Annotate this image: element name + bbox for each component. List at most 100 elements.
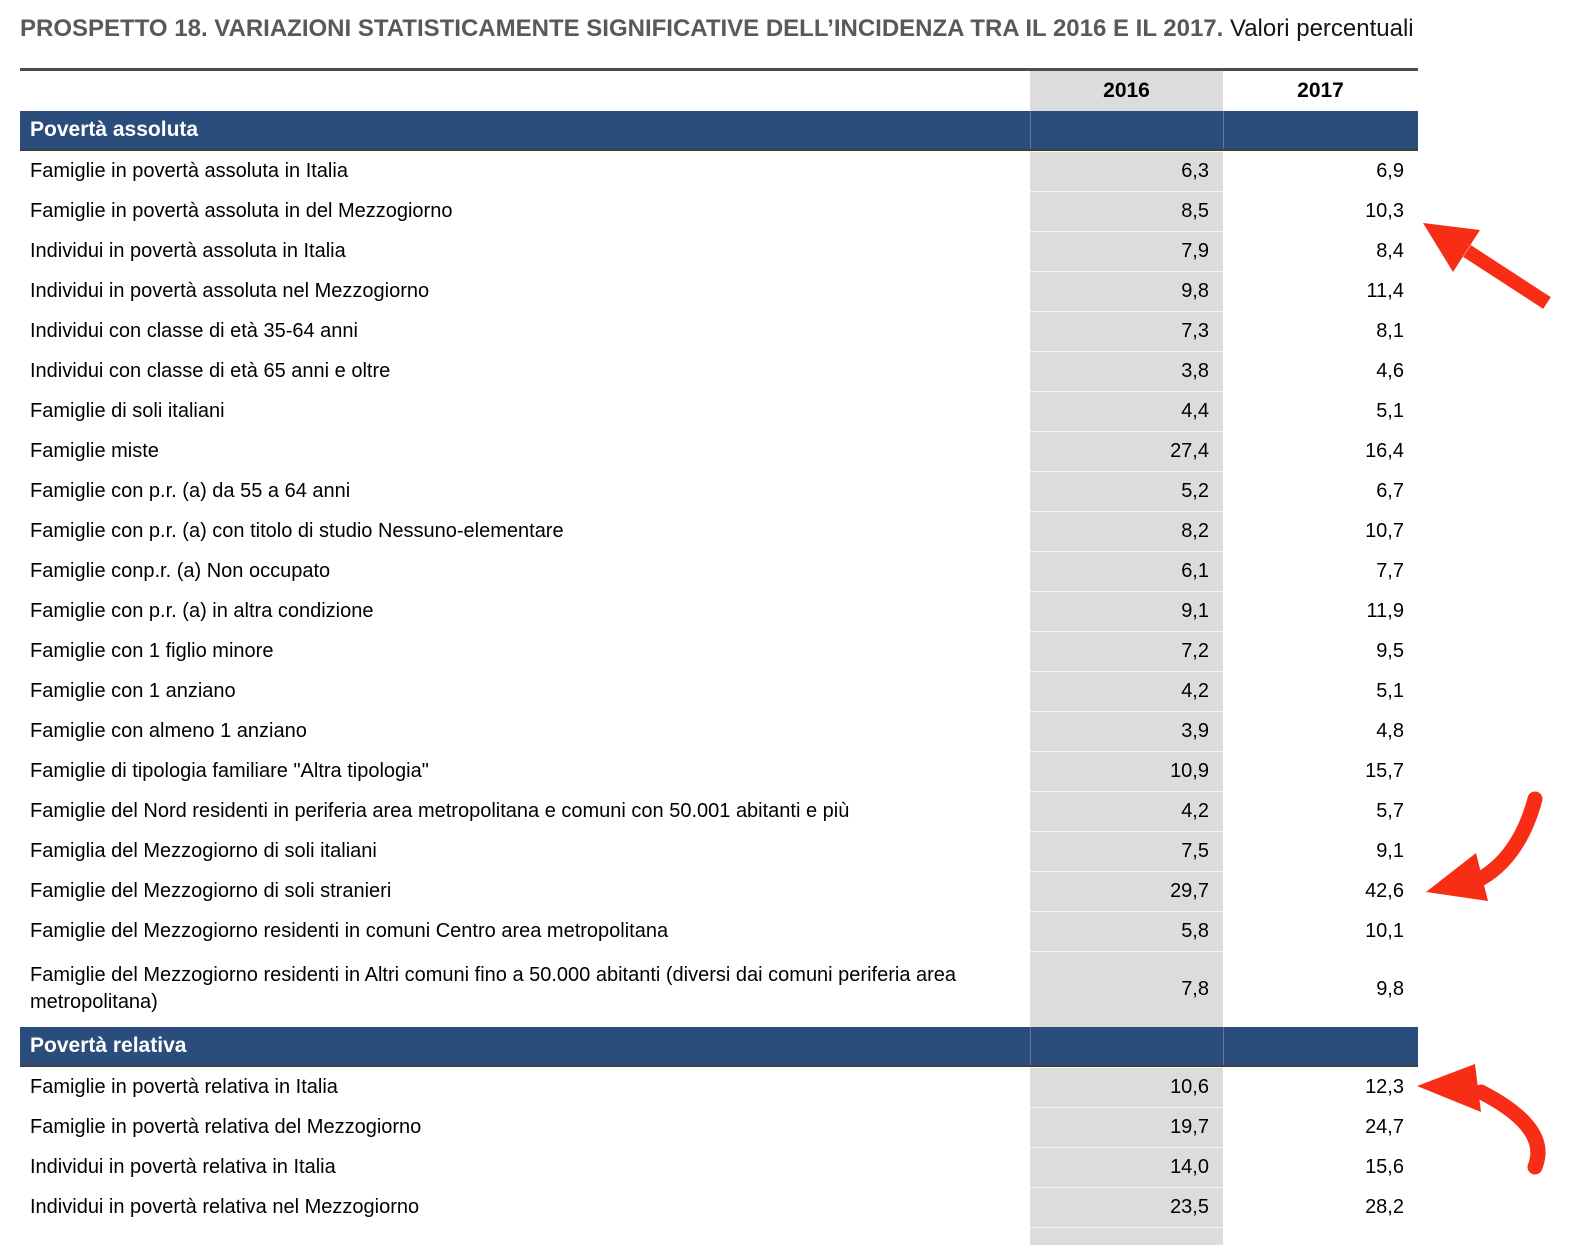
value-2017: 42,6 xyxy=(1365,879,1404,902)
value-2017: 4,8 xyxy=(1376,719,1404,742)
row-label: Famiglie con p.r. (a) da 55 a 64 anni xyxy=(30,479,351,502)
value-2017: 8,1 xyxy=(1376,319,1404,342)
header-empty-cell xyxy=(20,71,1030,111)
value-2017: 11,4 xyxy=(1366,279,1404,302)
value-2016: 3,8 xyxy=(1030,351,1223,391)
value-2017: 9,1 xyxy=(1376,839,1404,862)
table-row: Famiglie del Mezzogiorno di soli stranie… xyxy=(20,871,1418,911)
table-row: Individui con classe di età 35-64 anni 7… xyxy=(20,311,1418,351)
value-2017: 10,3 xyxy=(1365,199,1404,222)
table-row: Individui in povertà assoluta nel Mezzog… xyxy=(20,271,1418,311)
table-row: Individui con classe di età 65 anni e ol… xyxy=(20,351,1418,391)
table-row: Famiglia del Mezzogiorno di soli italian… xyxy=(20,831,1418,871)
table-row: Famiglie con p.r. (a) in altra condizion… xyxy=(20,591,1418,631)
value-2017: 4,6 xyxy=(1376,359,1404,382)
value-2016: 7,5 xyxy=(1030,831,1223,871)
header-year-2016: 2016 xyxy=(1030,71,1223,111)
value-2016: 29,7 xyxy=(1030,871,1223,911)
table-row: Famiglie con p.r. (a) da 55 a 64 anni 5,… xyxy=(20,471,1418,511)
value-2017: 7,7 xyxy=(1376,559,1404,582)
value-2016: 10,6 xyxy=(1030,1067,1223,1107)
value-2016: 6,3 xyxy=(1030,151,1223,191)
value-2017: 5,7 xyxy=(1376,799,1404,822)
row-label: Famiglie miste xyxy=(30,439,159,462)
row-label: Famiglie del Mezzogiorno di soli stranie… xyxy=(30,879,392,902)
value-2016: 5,2 xyxy=(1030,471,1223,511)
value-2017: 10,7 xyxy=(1365,519,1404,542)
row-label: Famiglie con 1 figlio minore xyxy=(30,639,274,662)
header-year-2017: 2017 xyxy=(1297,79,1344,102)
value-2016: 9,1 xyxy=(1030,591,1223,631)
value-2017: 8,4 xyxy=(1376,239,1404,262)
value-2016: 19,7 xyxy=(1030,1107,1223,1147)
value-2017: 12,3 xyxy=(1365,1075,1404,1098)
table-row: Famiglie miste 27,4 16,4 xyxy=(20,431,1418,471)
value-2017: 9,8 xyxy=(1376,977,1404,1000)
table-row: Famiglie di soli italiani 4,4 5,1 xyxy=(20,391,1418,431)
row-label: Famiglie in povertà relativa del Mezzogi… xyxy=(30,1115,422,1138)
row-label: Individui in povertà relativa in Italia xyxy=(30,1155,336,1178)
page-title: PROSPETTO 18. VARIAZIONI STATISTICAMENTE… xyxy=(20,14,1580,44)
value-2016: 8,5 xyxy=(1030,191,1223,231)
table-row: Famiglie del Nord residenti in periferia… xyxy=(20,791,1418,831)
red-arrow-annotation-icon xyxy=(1417,1064,1546,1175)
row-label: Famiglie con 1 anziano xyxy=(30,679,236,702)
table-row: Individui in povertà assoluta in Italia … xyxy=(20,231,1418,271)
section-header-poverta-relativa: Povertà relativa xyxy=(20,1027,1418,1067)
value-2017: 28,2 xyxy=(1365,1195,1404,1218)
value-2016: 14,0 xyxy=(1030,1147,1223,1187)
row-label: Famiglie con p.r. (a) con titolo di stud… xyxy=(30,519,564,542)
table-row: Famiglie del Mezzogiorno residenti in co… xyxy=(20,911,1418,951)
value-2016: 5,8 xyxy=(1030,911,1223,951)
title-suffix: Valori percentuali xyxy=(1223,15,1414,42)
row-label: Individui in povertà relativa nel Mezzog… xyxy=(30,1195,420,1218)
value-2017: 10,1 xyxy=(1365,919,1404,942)
value-2016: 7,2 xyxy=(1030,631,1223,671)
row-label: Individui in povertà assoluta nel Mezzog… xyxy=(30,279,430,302)
value-2017: 5,1 xyxy=(1376,679,1404,702)
value-2017: 9,5 xyxy=(1376,639,1404,662)
value-2016: 7,9 xyxy=(1030,231,1223,271)
table-header-row: 2016 2017 xyxy=(20,71,1418,111)
table-row: Famiglie in povertà assoluta in Italia 6… xyxy=(20,151,1418,191)
table-row: Famiglie del Mezzogiorno residenti in Al… xyxy=(20,951,1418,1027)
row-label: Individui con classe di età 65 anni e ol… xyxy=(30,359,391,382)
value-2017: 5,1 xyxy=(1376,399,1404,422)
row-label: Individui in povertà assoluta in Italia xyxy=(30,239,346,262)
table-row: Famiglie con 1 figlio minore 7,2 9,5 xyxy=(20,631,1418,671)
section-header-poverta-assoluta: Povertà assoluta xyxy=(20,111,1418,151)
value-2017: 11,9 xyxy=(1366,599,1404,622)
value-2017: 15,6 xyxy=(1365,1155,1404,1178)
value-2016: 27,4 xyxy=(1030,431,1223,471)
value-2016: 7,3 xyxy=(1030,311,1223,351)
red-arrow-annotation-icon xyxy=(1423,223,1551,309)
table-row: Famiglie conp.r. (a) Non occupato 6,1 7,… xyxy=(20,551,1418,591)
value-2016: 4,2 xyxy=(1030,791,1223,831)
row-label: Individui con classe di età 35-64 anni xyxy=(30,319,358,342)
value-2017: 24,7 xyxy=(1365,1115,1404,1138)
row-label: Famiglie con p.r. (a) in altra condizion… xyxy=(30,599,374,622)
row-label: Famiglie del Nord residenti in periferia… xyxy=(30,799,850,822)
table-row: Famiglie in povertà relativa in Italia 1… xyxy=(20,1067,1418,1107)
statistics-table: 2016 2017 Povertà assoluta Famiglie in p… xyxy=(20,68,1418,1245)
row-label: Famiglie di soli italiani xyxy=(30,399,225,422)
table-row: Famiglie in povertà relativa del Mezzogi… xyxy=(20,1107,1418,1147)
row-label: Famiglie conp.r. (a) Non occupato xyxy=(30,559,331,582)
red-arrow-annotation-icon xyxy=(1426,791,1543,901)
table-row: Famiglie in povertà assoluta in del Mezz… xyxy=(20,191,1418,231)
value-2016: 7,8 xyxy=(1030,951,1223,1027)
value-2017: 15,7 xyxy=(1365,759,1404,782)
value-2016: 4,2 xyxy=(1030,671,1223,711)
row-label: Famiglie di tipologia familiare "Altra t… xyxy=(30,759,429,782)
row-label: Famiglie in povertà assoluta in Italia xyxy=(30,159,348,182)
value-2017: 16,4 xyxy=(1365,439,1404,462)
row-label: Famiglie in povertà assoluta in del Mezz… xyxy=(30,199,453,222)
value-2017: 6,7 xyxy=(1376,479,1404,502)
table-row: Individui in povertà relativa in Italia … xyxy=(20,1147,1418,1187)
title-main: PROSPETTO 18. VARIAZIONI STATISTICAMENTE… xyxy=(20,15,1224,42)
row-label: Famiglie con almeno 1 anziano xyxy=(30,719,307,742)
value-2016: 10,9 xyxy=(1030,751,1223,791)
row-label: Famiglie in povertà relativa in Italia xyxy=(30,1075,338,1098)
value-2017: 6,9 xyxy=(1376,159,1404,182)
row-label: Famiglia del Mezzogiorno di soli italian… xyxy=(30,839,377,862)
